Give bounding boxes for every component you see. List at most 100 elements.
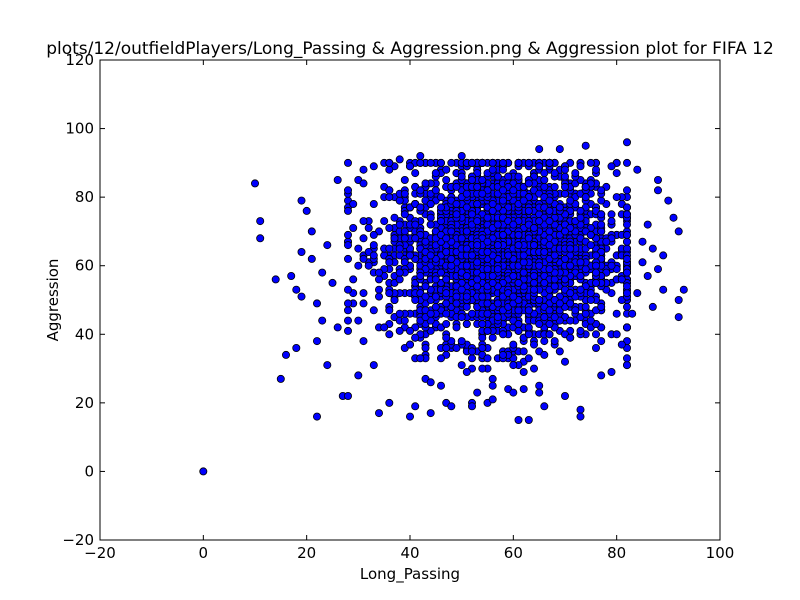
data-point: [271, 275, 280, 284]
data-point: [318, 268, 327, 277]
data-point: [467, 251, 476, 260]
data-point: [581, 182, 590, 191]
data-point: [514, 278, 523, 287]
data-point: [359, 217, 368, 226]
data-point: [385, 258, 394, 267]
data-point: [617, 340, 626, 349]
data-point: [566, 299, 575, 308]
data-point: [436, 354, 445, 363]
data-point: [535, 261, 544, 270]
data-point: [623, 289, 632, 298]
data-point: [385, 186, 394, 195]
data-point: [385, 330, 394, 339]
data-point: [462, 319, 471, 328]
data-point: [256, 217, 265, 226]
data-point: [400, 316, 409, 325]
data-point: [535, 217, 544, 226]
data-point: [612, 330, 621, 339]
data-point: [674, 313, 683, 322]
data-point: [561, 172, 570, 181]
data-point: [488, 333, 497, 342]
data-point: [535, 388, 544, 397]
data-point: [592, 278, 601, 287]
data-point: [654, 175, 663, 184]
data-point: [509, 388, 518, 397]
data-point: [530, 364, 539, 373]
data-point: [312, 299, 321, 308]
data-point: [561, 165, 570, 174]
data-point: [457, 285, 466, 294]
data-point: [602, 237, 611, 246]
data-point: [369, 306, 378, 315]
data-point: [519, 251, 528, 260]
data-point: [318, 316, 327, 325]
data-point: [483, 265, 492, 274]
data-point: [462, 261, 471, 270]
data-point: [436, 193, 445, 202]
data-point: [447, 227, 456, 236]
data-point: [442, 289, 451, 298]
data-point: [504, 251, 513, 260]
data-point: [359, 179, 368, 188]
data-point: [586, 316, 595, 325]
data-point: [297, 196, 306, 205]
data-point: [561, 357, 570, 366]
data-point: [530, 278, 539, 287]
data-point: [442, 299, 451, 308]
data-point: [447, 261, 456, 270]
data-point: [380, 217, 389, 226]
data-point: [369, 230, 378, 239]
data-point: [431, 292, 440, 301]
data-point: [581, 193, 590, 202]
data-point: [623, 354, 632, 363]
data-point: [462, 271, 471, 280]
data-point: [519, 367, 528, 376]
data-point: [550, 313, 559, 322]
data-point: [416, 354, 425, 363]
y-tick-label: 100: [65, 120, 94, 138]
data-point: [566, 261, 575, 270]
data-point: [400, 210, 409, 219]
data-point: [654, 186, 663, 195]
data-point: [374, 409, 383, 418]
data-point: [648, 244, 657, 253]
x-axis-label: Long_Passing: [360, 565, 460, 584]
data-point: [498, 196, 507, 205]
data-point: [550, 169, 559, 178]
data-point: [467, 210, 476, 219]
data-point: [323, 361, 332, 370]
data-point: [395, 244, 404, 253]
data-point: [343, 230, 352, 239]
data-point: [623, 244, 632, 253]
data-point: [452, 199, 461, 208]
data-point: [524, 179, 533, 188]
data-point: [581, 141, 590, 150]
data-point: [623, 237, 632, 246]
data-point: [586, 241, 595, 250]
data-point: [473, 182, 482, 191]
data-point: [359, 234, 368, 243]
data-point: [597, 227, 606, 236]
data-point: [586, 158, 595, 167]
data-point: [421, 282, 430, 291]
data-point: [524, 323, 533, 332]
data-point: [349, 275, 358, 284]
x-axis-ticks: −20 0 20 40 60 80 100: [84, 60, 734, 562]
data-point: [426, 213, 435, 222]
chart-title: plots/12/outfieldPlayers/Long_Passing & …: [46, 39, 774, 59]
data-point: [343, 206, 352, 215]
data-point: [478, 364, 487, 373]
data-point: [576, 405, 585, 414]
data-point: [452, 299, 461, 308]
data-point: [540, 182, 549, 191]
data-point: [633, 165, 642, 174]
data-point: [617, 275, 626, 284]
data-point: [359, 165, 368, 174]
data-point: [343, 241, 352, 250]
data-point: [452, 323, 461, 332]
data-point: [571, 306, 580, 315]
data-point: [514, 415, 523, 424]
data-point: [545, 196, 554, 205]
data-point: [343, 254, 352, 263]
